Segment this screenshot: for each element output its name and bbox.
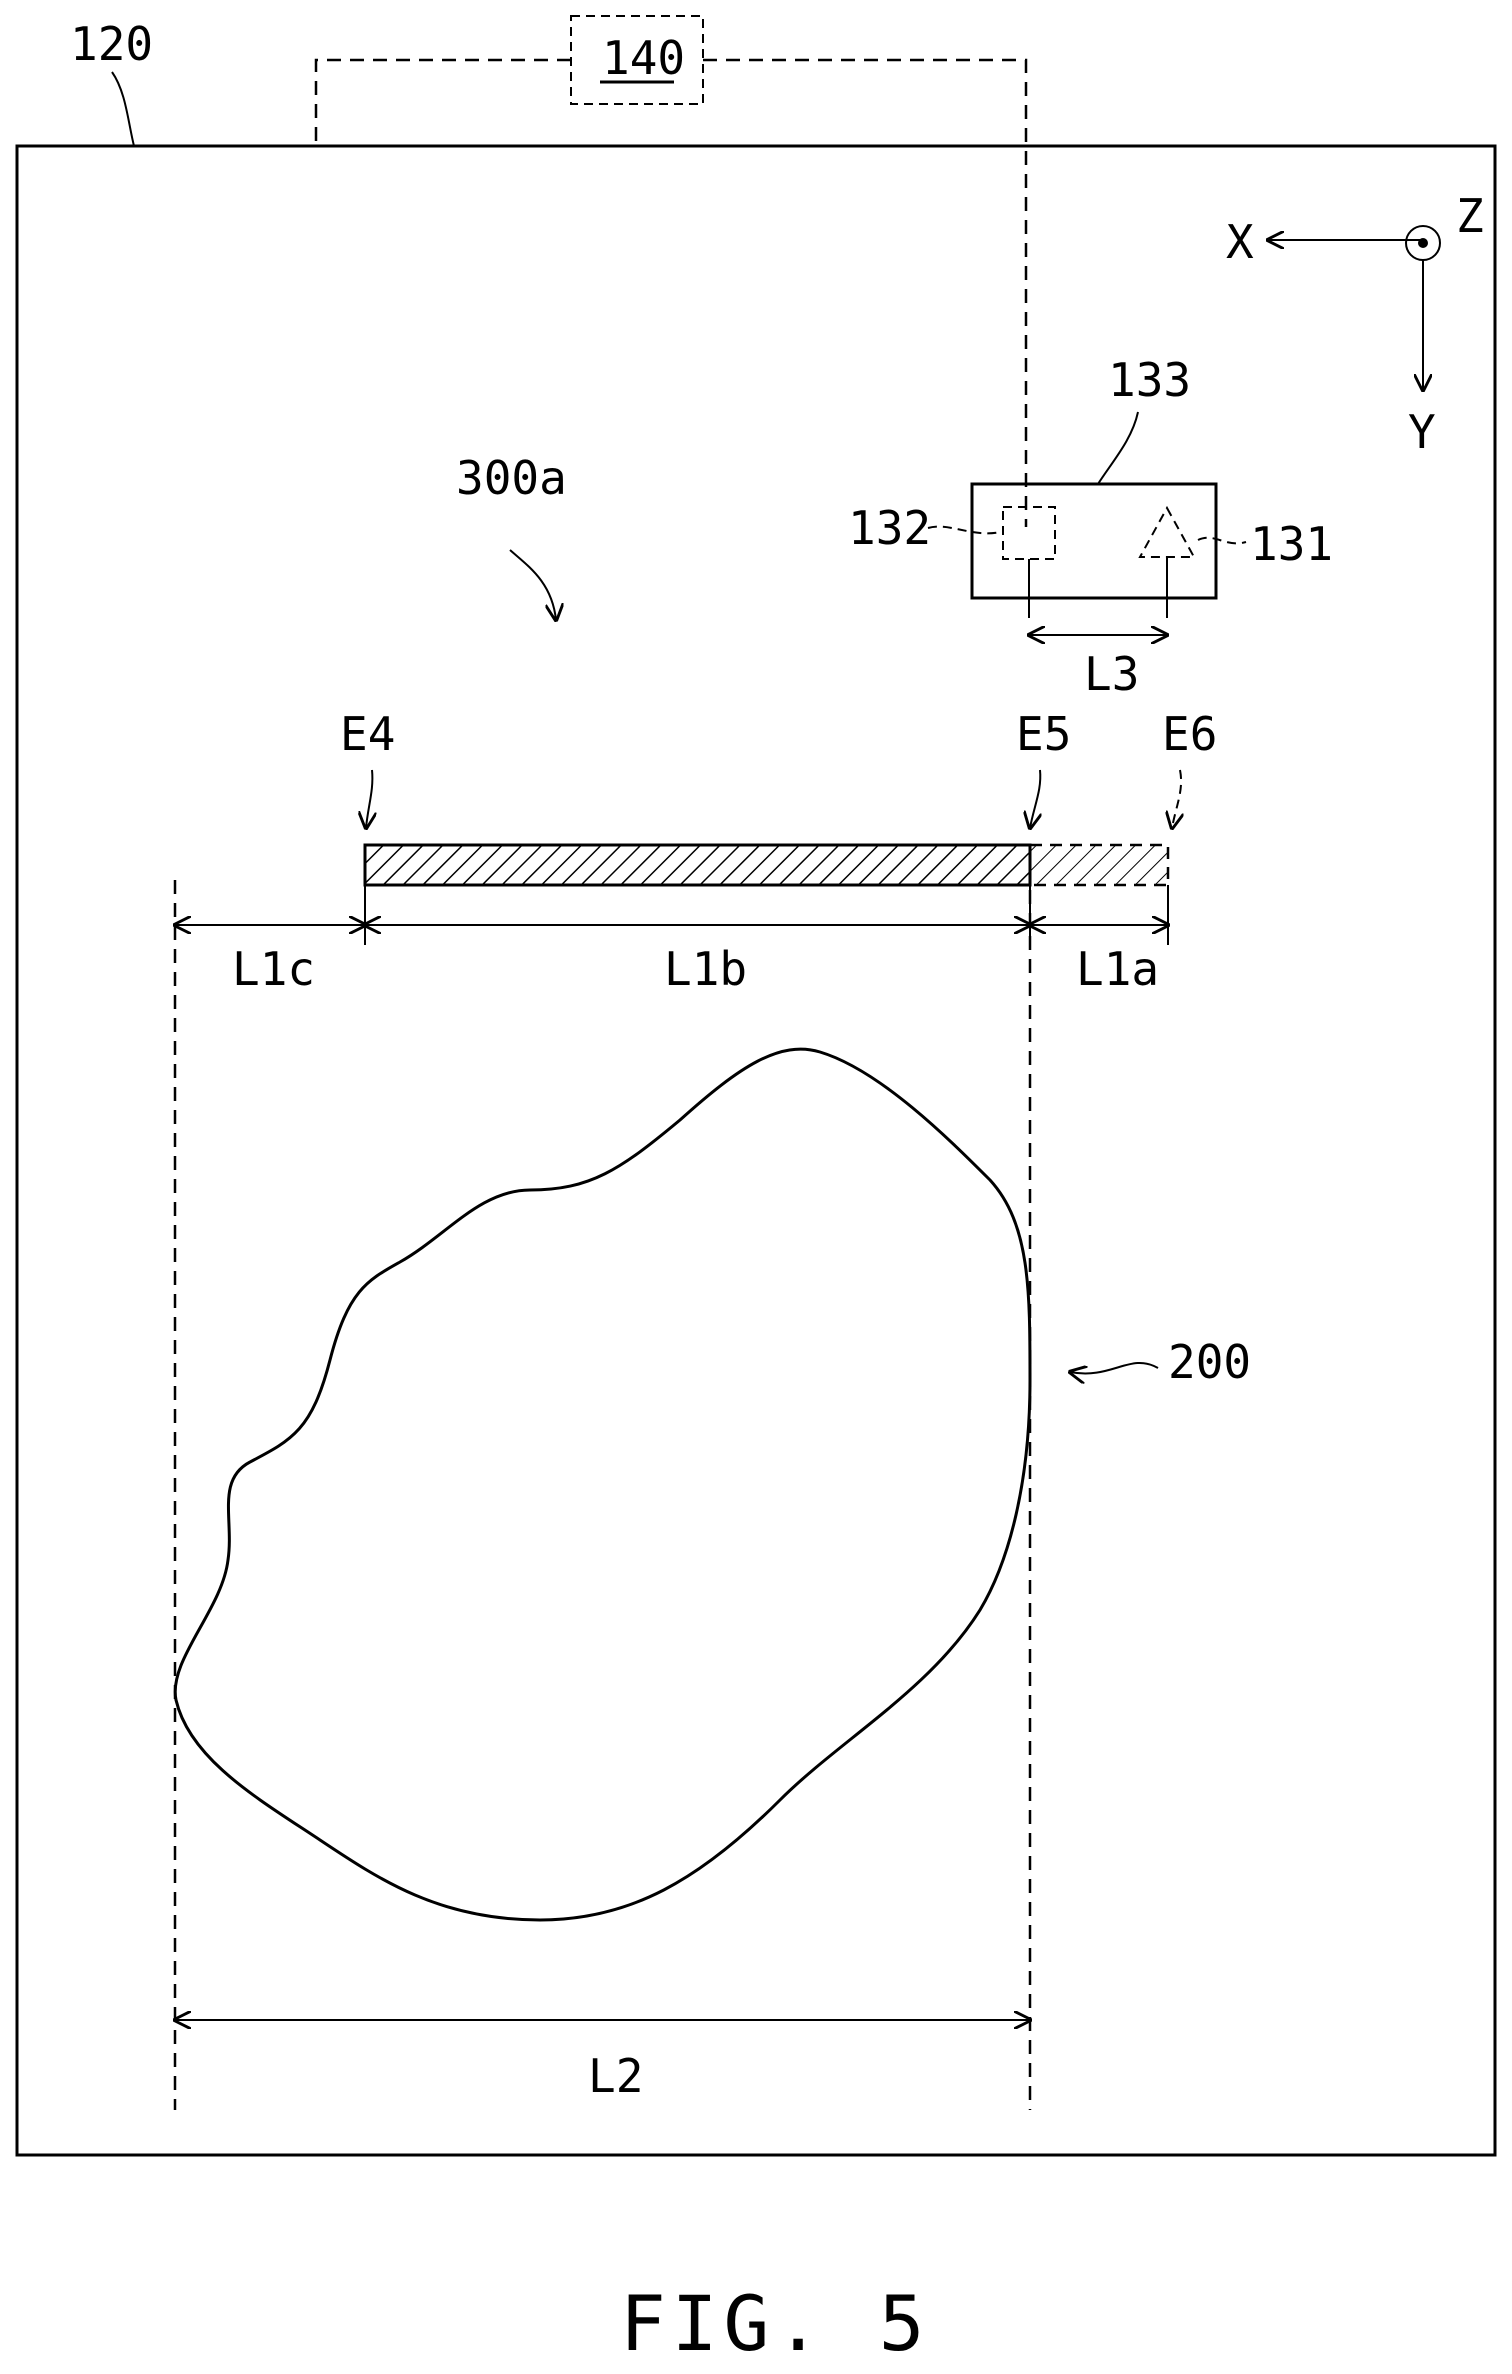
seg-b-label: L1b: [664, 942, 747, 996]
emitter-label: 131: [1250, 517, 1333, 571]
object-width-label: L2: [588, 2049, 643, 2103]
pattern-label: 300a: [456, 451, 567, 505]
object-leader: [1070, 1363, 1158, 1374]
seg-a-label: L1a: [1076, 942, 1159, 996]
controller-link-left: [316, 60, 571, 146]
sensor-housing-label: 133: [1108, 353, 1191, 407]
frame-leader-line: [112, 72, 134, 146]
edge-start-label: E4: [340, 707, 395, 761]
spacing-label: L3: [1084, 647, 1139, 701]
x-axis-label: X: [1226, 215, 1254, 269]
object-outline: [175, 1049, 1030, 1920]
controller-link-right: [703, 60, 1026, 527]
object-label: 200: [1168, 1335, 1251, 1389]
z-axis-label: Z: [1456, 189, 1484, 243]
receiver-leader: [928, 527, 1001, 534]
edge-mid-label: E5: [1016, 707, 1071, 761]
figure-caption: FIG. 5: [620, 2279, 931, 2368]
edge-end-arrow: [1172, 770, 1181, 828]
emitter-triangle: [1140, 508, 1194, 557]
edge-start-arrow: [366, 770, 372, 828]
receiver-label: 132: [848, 501, 931, 555]
sensor-housing-leader: [1098, 412, 1138, 484]
hatched-strip-dashed: [1030, 845, 1168, 885]
edge-end-label: E6: [1162, 707, 1217, 761]
hatched-strip-solid: [365, 845, 1030, 885]
receiver-box: [1003, 507, 1055, 559]
pattern-leader: [510, 550, 556, 620]
emitter-leader: [1198, 538, 1246, 544]
z-axis-dot-icon: [1418, 238, 1428, 248]
sensor-housing: [972, 484, 1216, 598]
seg-c-label: L1c: [232, 942, 315, 996]
frame-outline: [17, 146, 1495, 2155]
controller-label: 140: [602, 31, 685, 85]
y-axis-label: Y: [1408, 405, 1436, 459]
edge-mid-arrow: [1030, 770, 1040, 828]
frame-label: 120: [70, 17, 153, 71]
